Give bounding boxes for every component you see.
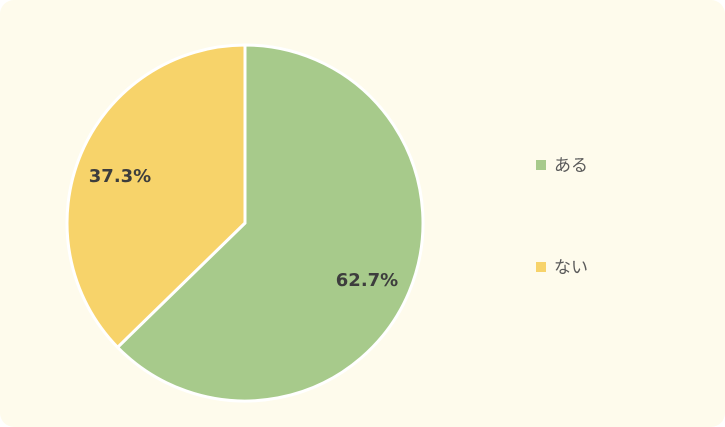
legend-item-nai: ない — [536, 254, 588, 278]
legend-item-aru: ある — [536, 152, 588, 176]
pie-slice-nai — [65, 43, 247, 349]
data-label-nai: 37.3% — [89, 166, 151, 187]
legend-label-nai: ない — [554, 257, 588, 278]
legend-swatch-nai — [536, 261, 546, 272]
pie-slice-aru — [116, 43, 425, 403]
legend-swatch-aru — [536, 159, 546, 170]
data-label-aru: 62.7% — [336, 270, 398, 291]
legend: ある ない — [536, 152, 588, 356]
legend-label-aru: ある — [554, 155, 588, 176]
